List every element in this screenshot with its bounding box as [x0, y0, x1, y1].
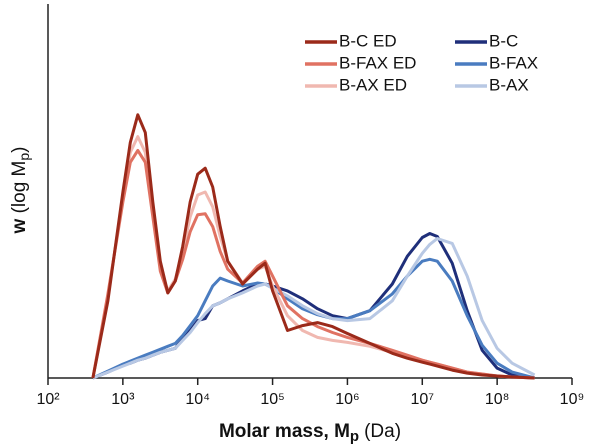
legend-label: B-FAX — [489, 53, 538, 72]
series-line — [91, 113, 535, 380]
series-line — [91, 148, 535, 380]
series-line — [92, 237, 536, 380]
legend-label: B-AX — [489, 75, 529, 94]
y-label-end: ) — [9, 147, 30, 153]
y-label-text: (log M — [9, 161, 30, 214]
x-label-sub: p — [350, 428, 359, 445]
x-tick-label: 10⁵ — [260, 391, 284, 408]
legend-label: B-C — [489, 31, 518, 50]
x-tick-label: 10⁴ — [185, 391, 210, 408]
x-tick-label: 10² — [36, 391, 60, 408]
x-tick-label: 10⁶ — [335, 391, 359, 408]
y-axis-label: w (log Mp) — [9, 147, 32, 235]
x-tick-label: 10⁹ — [560, 391, 585, 408]
legend-label: B-C ED — [339, 31, 397, 50]
legend-label: B-AX ED — [339, 75, 407, 94]
x-label-unit: (Da) — [364, 421, 401, 442]
y-label-main: w — [9, 218, 30, 234]
x-tick-label: 10⁷ — [410, 391, 434, 408]
x-tick-label: 10⁸ — [485, 391, 510, 408]
x-axis-label: Molar mass, Mp (Da) — [219, 421, 401, 445]
legend-label: B-FAX ED — [339, 53, 416, 72]
x-tick-label: 10³ — [111, 391, 135, 408]
y-label-sub: p — [16, 153, 32, 161]
x-label-main: Molar mass, M — [219, 421, 350, 442]
